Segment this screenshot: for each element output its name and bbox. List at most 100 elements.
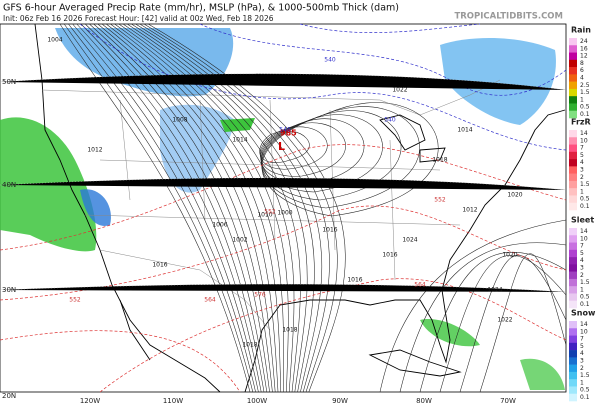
legend-title: Rain xyxy=(571,26,591,35)
isobar-label: 1018 xyxy=(282,327,297,334)
longitude-label: 70W xyxy=(500,397,516,405)
thickness-line xyxy=(0,205,567,301)
legend-swatch xyxy=(569,321,577,329)
legend-tick-label: 1.5 xyxy=(580,372,590,379)
legend-tick-label: 2 xyxy=(580,365,584,372)
legend-swatch xyxy=(569,286,577,294)
latitude-label: 40N xyxy=(2,181,16,189)
isobar-label: 1022 xyxy=(497,317,512,324)
legend-tick-label: 10 xyxy=(580,137,588,144)
isobar-label: 1012 xyxy=(462,207,477,214)
thickness-label: 552 xyxy=(434,197,446,204)
latitude-label: 50N xyxy=(2,78,16,86)
legend-tick-label: 5 xyxy=(580,343,584,350)
legend-swatch xyxy=(569,52,577,61)
isobar xyxy=(68,23,256,393)
legend-swatch xyxy=(569,342,577,351)
isobar xyxy=(379,219,567,393)
isobar-label: 1024 xyxy=(402,237,417,244)
thickness-line xyxy=(99,278,567,393)
legend-tick-label: 1 xyxy=(580,286,584,293)
isobar xyxy=(459,254,567,393)
legend-tick-label: 4 xyxy=(580,257,584,264)
legend-title: Sleet xyxy=(571,216,594,225)
isobar-label: 1014 xyxy=(457,127,472,134)
legend-swatch xyxy=(569,364,577,373)
isobar xyxy=(261,102,439,217)
legend-tick-label: 0.5 xyxy=(580,294,590,301)
isobar-label: 1020 xyxy=(507,192,522,199)
legend-swatch xyxy=(569,357,577,365)
legend-swatch xyxy=(569,74,577,82)
legend-swatch xyxy=(569,180,577,189)
legend-tick-label: 6 xyxy=(580,67,584,74)
isobar xyxy=(93,23,273,393)
isobar xyxy=(399,242,567,393)
legend-tick-label: 24 xyxy=(580,38,588,45)
isobar-label: 1016 xyxy=(152,262,167,269)
isobar-label: 1004 xyxy=(47,37,62,44)
legend-tick-label: 7 xyxy=(580,243,584,250)
legend-title: FrzR xyxy=(571,118,591,127)
legend-tick-label: 5 xyxy=(580,250,584,257)
legend-swatch xyxy=(569,88,577,97)
credit: TROPICALTIDBITS.COM xyxy=(454,12,563,22)
legend-swatch xyxy=(569,151,577,160)
legend-tick-label: 0.5 xyxy=(580,196,590,203)
legend-tick-label: 5 xyxy=(580,152,584,159)
subtitle: Init: 06z Feb 16 2026 Forecast Hour: [42… xyxy=(3,14,274,23)
graticule xyxy=(0,73,567,293)
legend-swatch xyxy=(569,67,577,75)
legend-swatch xyxy=(569,130,577,138)
legend-tick-label: 1 xyxy=(580,188,584,195)
legend-tick-label: 1 xyxy=(580,96,584,103)
legend-swatch xyxy=(569,144,577,153)
legend-swatch xyxy=(569,386,577,395)
isobar xyxy=(59,23,251,393)
longitude-label: 120W xyxy=(80,397,100,405)
legend-tick-label: 7 xyxy=(580,336,584,343)
legend-swatch xyxy=(569,328,577,336)
legend-title: Snow xyxy=(571,309,596,318)
legend-tick-label: 14 xyxy=(580,228,588,235)
isobar-label: 1016 xyxy=(322,227,337,234)
isobar-label: 1002 xyxy=(232,237,247,244)
legend-swatch xyxy=(569,278,577,287)
legend-tick-label: 2 xyxy=(580,272,584,279)
legend-swatch xyxy=(569,110,577,119)
legend-tick-label: 1.5 xyxy=(580,181,590,188)
isobar xyxy=(479,253,567,393)
longitude-label: 100W xyxy=(247,397,267,405)
legend-swatch xyxy=(569,242,577,251)
legend-swatch xyxy=(569,202,577,211)
legend-tick-label: 16 xyxy=(580,45,588,52)
legend-tick-label: 0.5 xyxy=(580,387,590,394)
legend-swatch xyxy=(569,249,577,258)
isobar xyxy=(261,110,402,201)
legend-tick-label: 0.1 xyxy=(580,301,590,308)
isobar-label: 1018 xyxy=(432,157,447,164)
legend-tick-label: 2 xyxy=(580,174,584,181)
isobar xyxy=(63,23,254,393)
isobar xyxy=(106,23,282,393)
legend-tick-label: 0.5 xyxy=(580,104,590,111)
thickness-label: 540 xyxy=(384,117,396,124)
longitude-label: 80W xyxy=(416,397,432,405)
longitude-label: 110W xyxy=(163,397,183,405)
legend-tick-label: 4 xyxy=(580,159,584,166)
isobar-label: 1010 xyxy=(257,212,272,219)
legend-swatch xyxy=(569,371,577,380)
isobar-label: 1008 xyxy=(172,117,187,124)
legend-tick-label: 1 xyxy=(580,379,584,386)
latitude-label: 30N xyxy=(2,286,16,294)
legend-swatch xyxy=(569,166,577,174)
isobar xyxy=(89,23,270,393)
thickness-label: 552 xyxy=(69,297,81,304)
isobar-label: 1020 xyxy=(502,252,517,259)
isobar-label: 1016 xyxy=(347,277,362,284)
legend-swatch xyxy=(569,300,577,309)
isobar-label: 1024 xyxy=(487,287,502,294)
isobar-label: 1014 xyxy=(232,137,247,144)
thickness-line xyxy=(299,23,481,33)
